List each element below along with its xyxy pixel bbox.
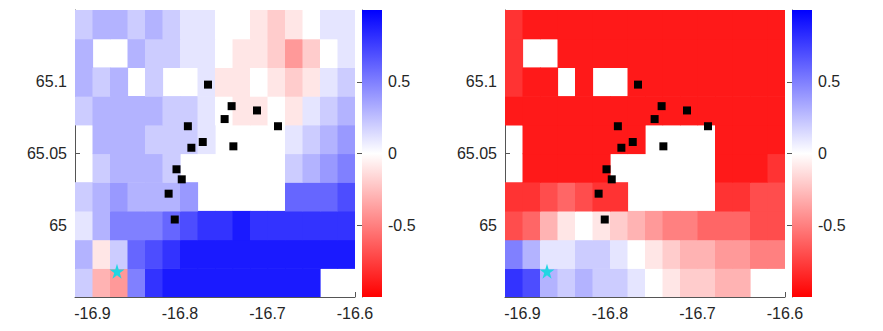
svg-text:-16.7: -16.7: [249, 305, 286, 322]
svg-text:65.05: 65.05: [457, 145, 497, 162]
svg-text:65.1: 65.1: [466, 73, 497, 90]
svg-text:65.1: 65.1: [36, 73, 67, 90]
svg-text:65: 65: [49, 217, 67, 234]
svg-text:-16.8: -16.8: [592, 305, 629, 322]
svg-text:-16.7: -16.7: [679, 305, 716, 322]
svg-text:-16.9: -16.9: [504, 305, 541, 322]
svg-text:-0.5: -0.5: [388, 217, 416, 234]
svg-text:-16.8: -16.8: [162, 305, 199, 322]
svg-text:65.05: 65.05: [27, 145, 67, 162]
svg-text:-16.9: -16.9: [74, 305, 111, 322]
svg-text:-16.6: -16.6: [767, 305, 804, 322]
svg-text:0: 0: [818, 145, 827, 162]
svg-text:0: 0: [388, 145, 397, 162]
svg-text:0.5: 0.5: [388, 73, 410, 90]
svg-text:65: 65: [479, 217, 497, 234]
svg-text:0.5: 0.5: [818, 73, 840, 90]
svg-text:-0.5: -0.5: [818, 217, 846, 234]
svg-text:-16.6: -16.6: [337, 305, 374, 322]
